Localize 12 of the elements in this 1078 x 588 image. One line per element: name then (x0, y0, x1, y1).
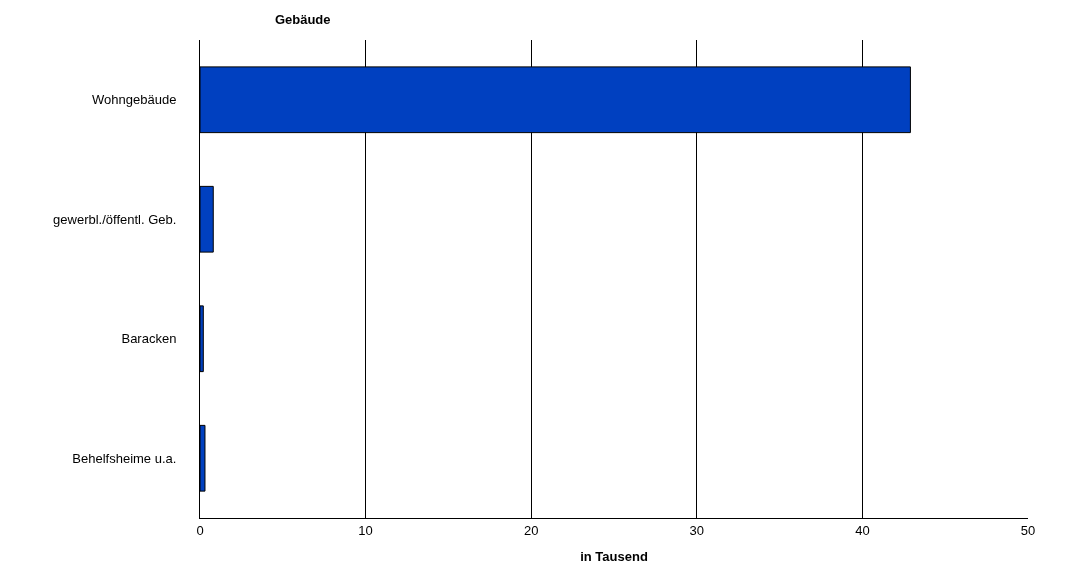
x-axis-title: in Tausend (580, 549, 648, 565)
y-tick-label: Behelfsheime u.a. (72, 450, 177, 466)
x-tick-label: 10 (358, 522, 373, 538)
x-tick-label: 40 (855, 522, 870, 538)
x-tick-label: 0 (196, 522, 204, 538)
y-tick-label: gewerbl./öffentl. Geb. (53, 211, 177, 227)
chart-title: Gebäude (274, 11, 331, 27)
y-tick-label: Wohngebäude (92, 92, 177, 108)
x-tick-label: 20 (523, 522, 539, 538)
x-tick-label: 30 (689, 522, 705, 538)
x-tick-label: 50 (1020, 522, 1036, 538)
y-tick-label: Baracken (121, 331, 177, 347)
